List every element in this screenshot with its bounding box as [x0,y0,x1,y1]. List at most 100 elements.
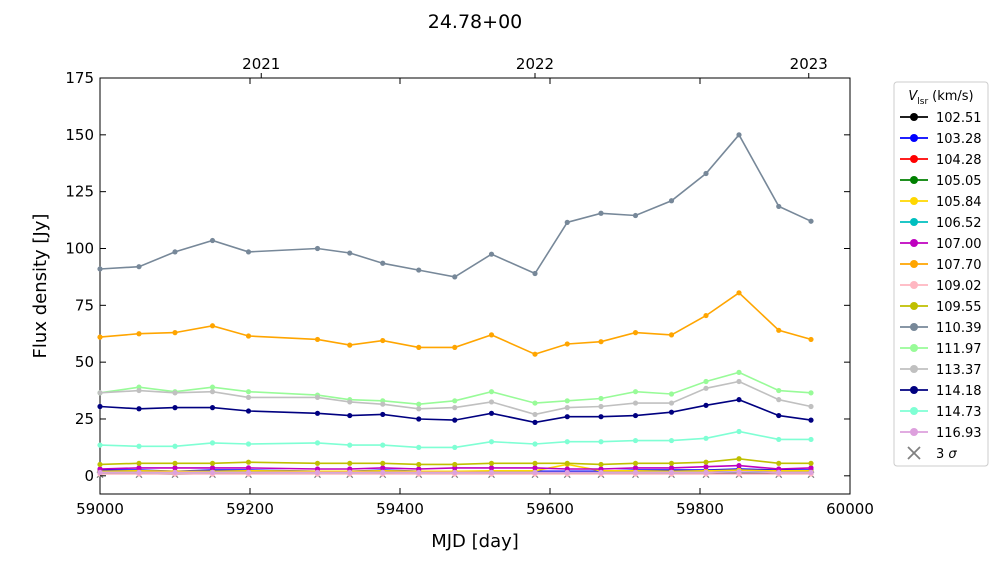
legend-item: 113.37 [900,363,982,378]
data-point [380,260,386,266]
data-point [668,469,675,476]
data-point [452,417,458,423]
data-point [209,389,216,395]
legend-swatch-marker [910,197,918,205]
data-point [245,441,252,447]
data-point [532,270,538,277]
data-point [245,469,252,476]
data-point [564,439,570,445]
data-point [632,437,639,444]
data-point [97,469,103,476]
sigma-label-symbol: σ [948,447,957,462]
data-point [668,400,675,406]
data-point [314,440,321,446]
data-point [172,443,178,449]
legend-title-main: V [908,89,918,104]
series-114.73 [97,428,814,450]
legend-swatch-marker [910,218,918,226]
data-point [703,170,709,177]
data-point [347,460,353,466]
data-point [488,469,495,476]
series-107.70 [97,290,814,357]
legend-label: 114.18 [936,384,982,399]
data-point [172,249,178,255]
data-point [703,312,709,319]
legend-item: 105.05 [900,174,982,189]
legend-item: 111.97 [900,342,982,357]
data-point [736,428,742,435]
legend-swatch-marker [910,176,918,184]
axes-layer: 59000 59200 59400 59600 59800 60000 0 25 50 75 100… [65,55,874,518]
legend-item: 103.28 [900,132,982,147]
data-point [97,334,103,340]
legend-label: 107.00 [936,237,982,252]
legend-label-sigma: 3 σ [936,447,957,462]
data-point [416,469,422,476]
series-line [99,464,812,470]
series-line [99,291,812,356]
data-point [452,444,458,450]
data-point [452,398,458,404]
data-point [598,210,604,216]
data-point [136,387,142,394]
data-point [452,469,458,476]
data-point [245,249,252,255]
data-point [598,461,604,468]
series-116.93 [97,469,814,476]
data-point [314,336,321,343]
data-point [808,390,814,396]
data-point [452,461,458,468]
y-tick-label: 0 [84,467,94,485]
data-point [136,406,142,412]
data-point [532,465,538,471]
legend-swatch-marker [910,239,918,247]
legend-item: 109.55 [900,300,982,315]
legend-label: 109.55 [936,300,982,315]
data-point [416,461,422,468]
data-point [245,394,252,400]
data-point [703,402,709,408]
legend-label: 110.39 [936,321,982,336]
series-113.37 [97,378,814,418]
legend-label: 114.73 [936,405,982,420]
data-point [136,469,142,476]
y-tick-label: 150 [65,126,94,144]
legend-swatch-marker [910,407,918,415]
year-tick-label: 2023 [790,55,828,73]
data-point [347,250,353,256]
legend-swatch-marker [910,302,918,310]
data-point [808,465,814,471]
data-point [598,339,604,345]
data-point [776,469,782,476]
data-point [668,198,675,204]
x-tick-label: 60000 [826,500,874,518]
x-tick-label: 59600 [526,500,574,518]
legend-swatch-marker [910,323,918,331]
data-point [564,414,570,420]
data-point [808,436,814,443]
legend-item: 116.93 [900,426,982,441]
series-line [99,380,812,416]
data-point [136,460,142,466]
data-point [564,469,570,476]
legend-item-sigma: 3 σ [907,446,957,462]
x-axis-title: MJD [day] [431,531,519,552]
data-point [416,267,422,273]
legend-label: 109.02 [936,279,982,294]
data-point [245,459,252,465]
data-point [668,409,675,415]
legend-label: 102.51 [936,111,982,126]
series-line [99,463,811,473]
legend-item: 107.00 [900,237,982,252]
data-point [380,460,386,466]
legend-swatch-marker [910,260,918,268]
data-point [380,469,386,476]
year-tick-label: 2022 [516,55,554,73]
data-point [416,401,422,407]
legend-label: 116.93 [936,426,982,441]
data-point [97,266,103,272]
data-point [416,344,422,350]
data-point [564,460,570,466]
data-point [209,440,216,446]
data-point [209,460,216,466]
